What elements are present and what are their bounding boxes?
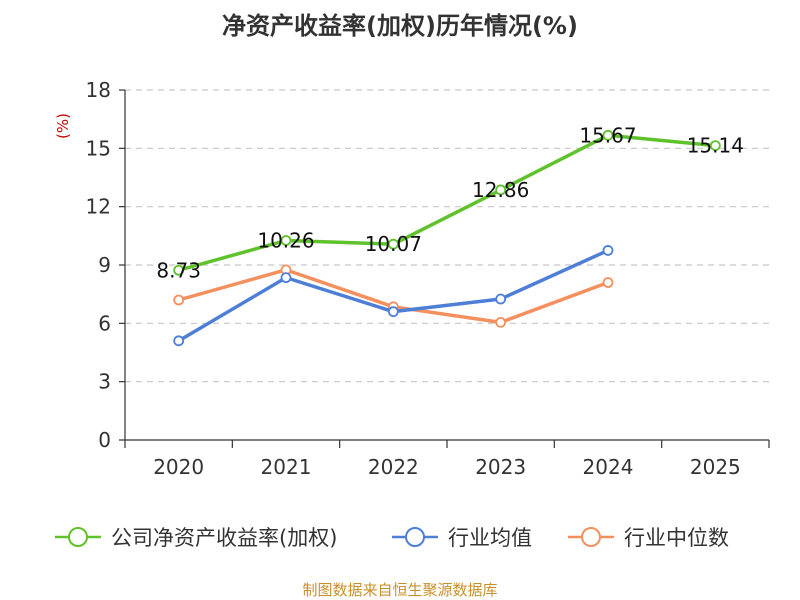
data-label: 10.26 [257,229,314,253]
series-2-point [495,316,507,328]
data-label: 12.86 [472,178,529,202]
series-line-0 [176,133,718,272]
x-tick-label: 2024 [583,455,634,479]
axis-layer: 0 3 6 9 12 15 18 2020 2021 2022 2023 2024 2025 [86,78,770,479]
x-tick-label: 2023 [475,455,526,479]
series-0-point [173,264,185,276]
series-line-1 [176,248,610,343]
x-tick-label: 2020 [153,455,204,479]
series-1-point [387,306,399,318]
source-note: 制图数据来自恒生聚源数据库 [302,581,497,599]
chart-title: 净资产收益率(加权)历年情况(%) [222,12,578,40]
y-tick-label: 0 [98,428,111,452]
y-tick-label: 12 [86,195,111,219]
series-0-point [602,129,614,141]
legend-marker-1 [405,527,425,547]
data-label: 8.73 [156,258,201,282]
y-tick-label: 3 [98,370,111,394]
grid-layer [125,89,769,383]
data-label: 10.07 [365,232,422,256]
series-2-point [602,277,614,288]
y-tick-label: 6 [98,311,111,335]
series-0-point [387,238,399,250]
y-tick-label: 15 [86,136,111,160]
x-tick-label: 2021 [261,455,312,479]
series-layer [173,129,721,347]
y-tick-label: 9 [98,253,111,277]
x-tick-label: 2025 [690,455,741,479]
data-label-layer: 8.73 10.26 10.07 12.86 15.67 15.14 [156,123,744,282]
y-axis-unit-label: (%) [54,113,72,139]
data-label: 15.67 [579,123,636,147]
legend-label-1: 行业均值 [448,526,532,550]
series-1-point [173,335,185,347]
series-2-point [173,294,185,306]
series-1-point [602,245,614,256]
legend-marker-0 [68,527,88,547]
data-label: 15.14 [687,134,744,158]
x-tick-label: 2022 [368,455,419,479]
legend: 公司净资产收益率(加权) 行业均值 行业中位数 [55,526,729,550]
y-tick-label: 18 [86,78,111,102]
series-0-point [495,184,507,196]
legend-marker-2 [581,527,601,547]
series-1-point [495,293,507,305]
series-0-point [280,235,292,246]
legend-label-2: 行业中位数 [624,526,729,550]
legend-label-0: 公司净资产收益率(加权) [111,526,337,550]
series-0-point [709,140,721,152]
series-1-point [280,272,292,284]
